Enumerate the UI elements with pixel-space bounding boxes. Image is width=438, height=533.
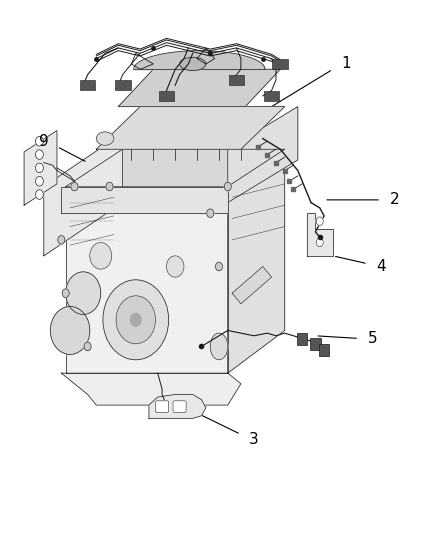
Circle shape (166, 256, 184, 277)
Circle shape (131, 313, 141, 326)
FancyBboxPatch shape (297, 333, 307, 345)
FancyBboxPatch shape (155, 401, 169, 413)
FancyBboxPatch shape (159, 91, 174, 101)
Circle shape (103, 280, 169, 360)
Circle shape (35, 163, 43, 173)
Ellipse shape (96, 132, 114, 146)
Polygon shape (307, 213, 333, 256)
Polygon shape (149, 394, 206, 418)
FancyBboxPatch shape (229, 75, 244, 85)
Circle shape (224, 182, 231, 191)
Text: 3: 3 (249, 432, 259, 447)
Polygon shape (24, 131, 57, 205)
Circle shape (207, 209, 214, 217)
FancyBboxPatch shape (115, 80, 131, 90)
FancyBboxPatch shape (310, 338, 321, 350)
Circle shape (90, 243, 112, 269)
Polygon shape (61, 373, 241, 405)
Text: 2: 2 (389, 192, 399, 207)
Text: 5: 5 (367, 331, 377, 346)
FancyBboxPatch shape (264, 91, 279, 101)
Circle shape (316, 217, 323, 225)
Circle shape (316, 238, 323, 247)
Circle shape (50, 306, 90, 354)
Circle shape (62, 289, 69, 297)
FancyBboxPatch shape (319, 344, 329, 356)
Polygon shape (61, 187, 228, 213)
Circle shape (35, 190, 43, 199)
Circle shape (116, 296, 155, 344)
Circle shape (215, 262, 223, 271)
Polygon shape (232, 266, 272, 304)
Polygon shape (96, 107, 285, 149)
Polygon shape (44, 133, 123, 256)
Ellipse shape (180, 57, 206, 70)
Text: 1: 1 (341, 56, 351, 71)
Circle shape (106, 182, 113, 191)
Polygon shape (66, 187, 228, 373)
Circle shape (58, 236, 65, 244)
Polygon shape (228, 149, 285, 373)
Circle shape (35, 136, 43, 146)
Circle shape (71, 182, 78, 191)
Text: 4: 4 (376, 259, 386, 274)
Text: 9: 9 (39, 134, 49, 149)
FancyBboxPatch shape (272, 59, 288, 69)
Polygon shape (118, 69, 280, 107)
Circle shape (84, 342, 91, 351)
Polygon shape (66, 149, 285, 187)
Ellipse shape (210, 333, 228, 360)
Polygon shape (228, 107, 298, 203)
Circle shape (35, 176, 43, 186)
FancyBboxPatch shape (80, 80, 95, 90)
FancyBboxPatch shape (173, 401, 186, 413)
Circle shape (66, 272, 101, 314)
Circle shape (35, 150, 43, 159)
